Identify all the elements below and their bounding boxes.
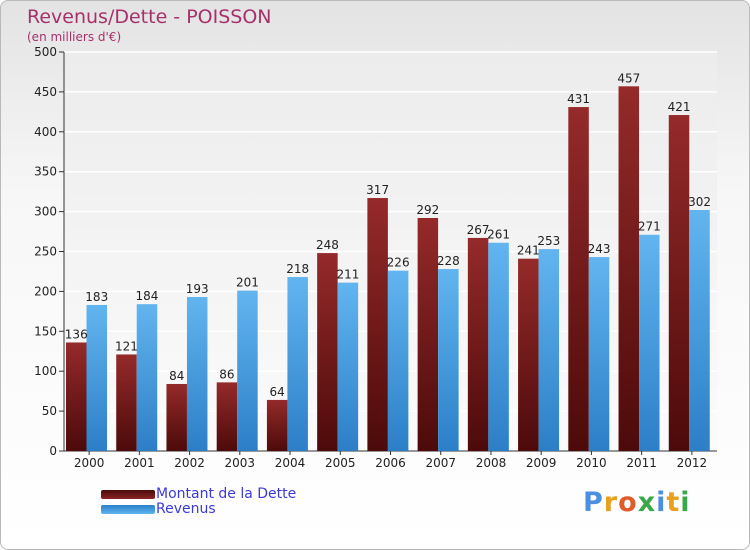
data-label-dette: 84 <box>169 369 184 383</box>
logo-letter: t <box>666 487 681 518</box>
data-label-revenus: 218 <box>286 262 309 276</box>
bar-dette <box>66 342 87 451</box>
y-tick-label: 200 <box>34 284 57 298</box>
x-tick-label: 2011 <box>626 456 657 470</box>
bar-dette <box>618 86 640 452</box>
x-tick-label: 2005 <box>325 456 356 470</box>
data-labels: 136 183 121 184 84 193 86 201 64 218 248 211 317 226 2… <box>65 71 711 399</box>
data-label-dette: 64 <box>270 385 285 399</box>
data-label-dette: 86 <box>219 367 234 381</box>
legend-label-dette: Montant de la Dette <box>156 486 297 502</box>
data-label-dette: 317 <box>366 183 389 197</box>
bar-dette <box>266 399 288 451</box>
data-label-revenus: 183 <box>85 290 108 304</box>
logo-letter: o <box>618 487 638 518</box>
data-label-dette: 421 <box>668 100 691 114</box>
bar-revenus <box>186 296 208 451</box>
legend-swatch-revenus <box>101 505 155 514</box>
y-tick-label: 400 <box>34 125 57 139</box>
data-label-revenus: 302 <box>688 195 711 209</box>
bar-revenus <box>237 290 258 451</box>
x-tick-label: 2001 <box>124 456 155 470</box>
bar-revenus <box>387 270 409 451</box>
data-label-dette: 248 <box>316 238 339 252</box>
bar-dette <box>467 237 489 451</box>
data-label-dette: 121 <box>115 339 138 353</box>
data-label-revenus: 271 <box>638 220 661 234</box>
data-label-dette: 241 <box>517 244 540 258</box>
bar-revenus <box>689 210 710 451</box>
proxiti-logo: Proxiti <box>583 487 691 518</box>
x-tick-label: 2002 <box>174 456 205 470</box>
logo-letter: x <box>637 487 657 518</box>
bar-dette <box>518 258 539 451</box>
bar-revenus <box>488 242 509 451</box>
logo-letter: i <box>656 487 667 518</box>
y-tick-label: 300 <box>34 205 57 219</box>
legend-swatch-dette <box>101 490 155 499</box>
bar-revenus <box>538 249 560 451</box>
bar-dette <box>568 107 589 451</box>
x-tick-label: 2008 <box>476 456 507 470</box>
logo-letter: r <box>603 487 619 518</box>
y-tick-label: 450 <box>34 85 57 99</box>
bar-revenus <box>136 304 158 451</box>
bar-dette <box>216 382 238 451</box>
bar-dette <box>166 383 187 451</box>
x-tick-label: 2000 <box>74 456 105 470</box>
bar-revenus <box>337 282 359 451</box>
chart-subtitle: (en milliers d'€) <box>27 30 122 44</box>
bar-dette <box>116 354 137 451</box>
data-label-revenus: 261 <box>487 228 510 242</box>
y-tick-label: 50 <box>42 404 57 418</box>
bar-revenus <box>438 269 459 451</box>
bar-dette <box>367 198 388 451</box>
chart-title: Revenus/Dette - POISSON <box>27 6 272 28</box>
data-label-revenus: 211 <box>336 268 359 282</box>
data-label-dette: 136 <box>65 327 88 341</box>
data-label-revenus: 226 <box>387 256 410 270</box>
y-tick-label: 350 <box>34 165 57 179</box>
y-tick-label: 0 <box>49 444 57 458</box>
x-tick-label: 2004 <box>275 456 306 470</box>
bar-revenus <box>639 234 660 451</box>
data-label-revenus: 253 <box>537 234 560 248</box>
data-label-dette: 292 <box>416 203 439 217</box>
data-label-revenus: 228 <box>437 254 460 268</box>
x-tick-label: 2003 <box>225 456 256 470</box>
data-label-dette: 431 <box>567 92 590 106</box>
legend-label-revenus: Revenus <box>156 501 216 517</box>
x-tick-label: 2006 <box>375 456 406 470</box>
data-label-revenus: 243 <box>588 242 611 256</box>
logo-letter: i <box>680 487 691 518</box>
bar-dette <box>417 217 439 451</box>
x-tick-label: 2007 <box>425 456 456 470</box>
axes: 0 50 100 150 200 250 300 350 400 450 500 2000 2001 20… <box>34 45 717 470</box>
bars <box>66 86 710 452</box>
logo-letter: P <box>583 487 604 518</box>
bar-dette <box>668 115 690 452</box>
y-tick-label: 500 <box>34 45 57 59</box>
bar-revenus <box>287 277 308 451</box>
data-label-revenus: 201 <box>236 276 259 290</box>
x-tick-label: 2010 <box>576 456 607 470</box>
data-label-revenus: 193 <box>186 282 209 296</box>
bar-revenus <box>86 304 107 451</box>
data-label-revenus: 184 <box>136 289 159 303</box>
y-tick-label: 150 <box>34 324 57 338</box>
data-label-dette: 267 <box>467 223 490 237</box>
bar-dette <box>317 253 338 451</box>
y-tick-label: 250 <box>34 245 57 259</box>
x-tick-label: 2012 <box>677 456 708 470</box>
data-label-dette: 457 <box>617 71 640 85</box>
bar-revenus <box>588 257 610 451</box>
x-tick-label: 2009 <box>526 456 557 470</box>
y-tick-label: 100 <box>34 364 57 378</box>
